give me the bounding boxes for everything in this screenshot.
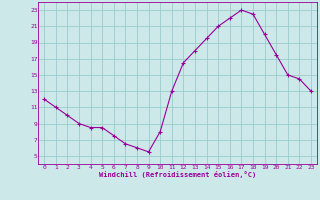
X-axis label: Windchill (Refroidissement éolien,°C): Windchill (Refroidissement éolien,°C): [99, 171, 256, 178]
